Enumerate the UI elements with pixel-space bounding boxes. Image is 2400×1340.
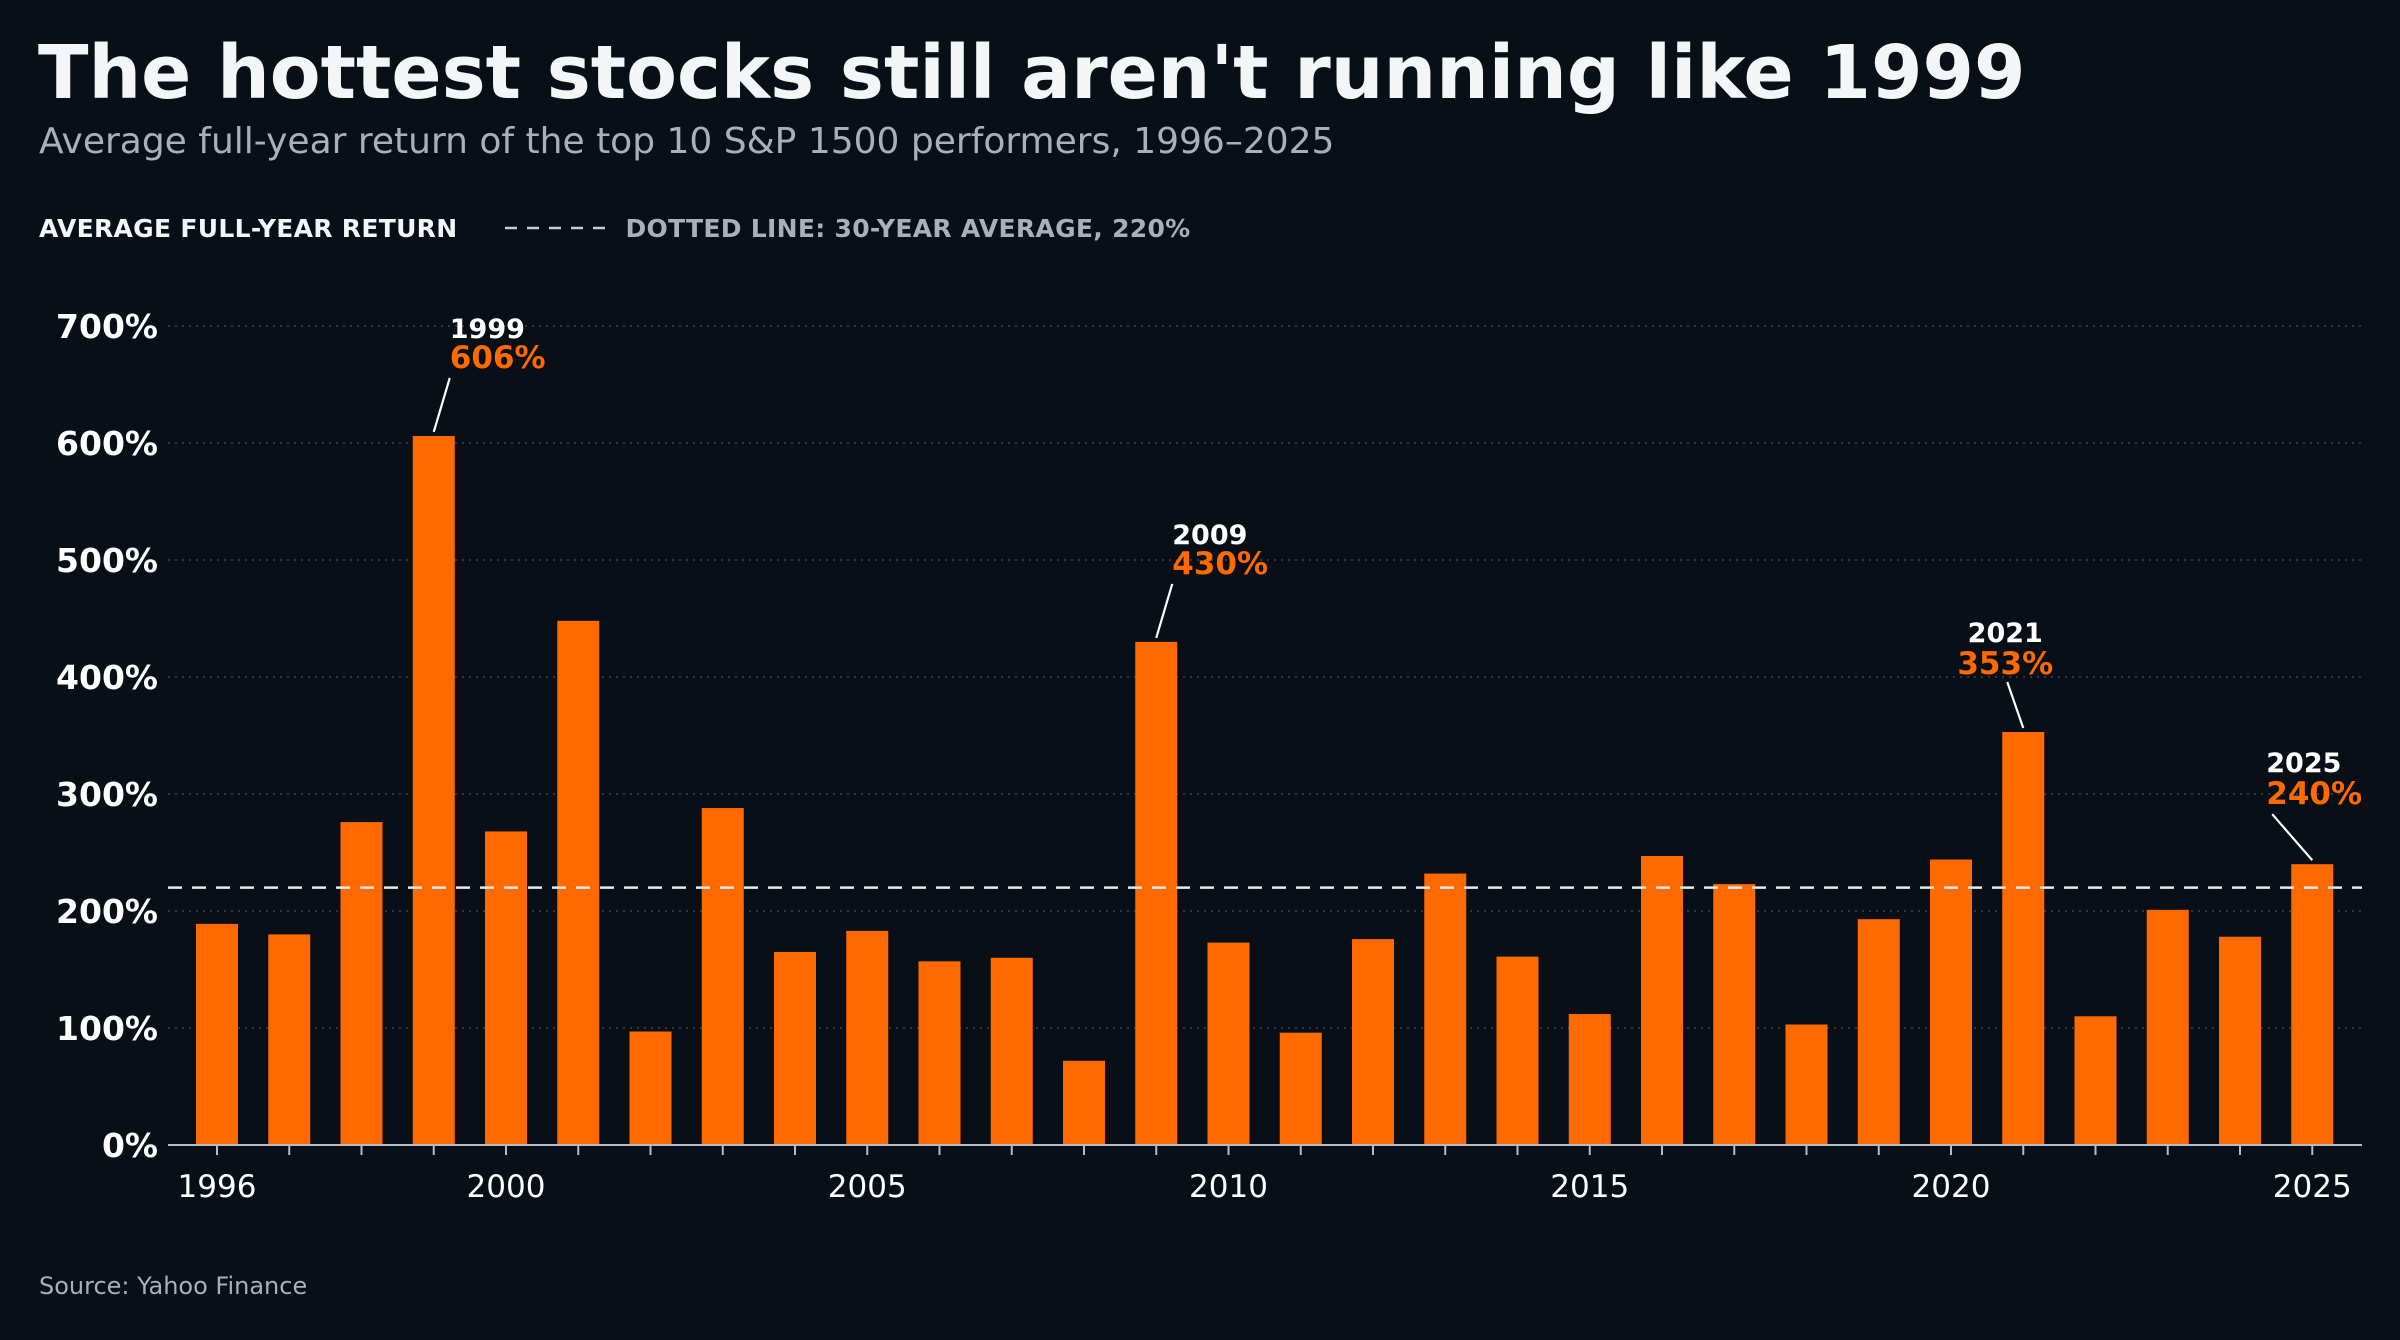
bar-2009	[1135, 641, 1178, 1145]
annotation-year-2025: 2025	[2266, 748, 2341, 779]
y-tick-label: 100%	[56, 1009, 158, 1048]
chart-title: The hottest stocks still aren't running …	[38, 30, 2026, 116]
legend-series-label: AVERAGE FULL-YEAR RETURN	[39, 213, 458, 243]
annotation-value-2025: 240%	[2266, 776, 2362, 812]
legend-reference-label: DOTTED LINE: 30-YEAR AVERAGE, 220%	[625, 213, 1191, 243]
bar-1998	[340, 822, 383, 1145]
x-tick-label: 1996	[178, 1169, 257, 1205]
y-tick-label: 300%	[56, 775, 158, 814]
bar-2010	[1207, 942, 1250, 1145]
annotation-leader-1999	[432, 377, 451, 433]
bar-1997	[268, 934, 311, 1145]
annotation-value-2009: 430%	[1172, 546, 1268, 582]
source-note: Source: Yahoo Finance	[39, 1272, 308, 1300]
bar-1999	[412, 435, 455, 1146]
annotation-year-2021: 2021	[1968, 618, 2043, 649]
bar-2002	[629, 1031, 672, 1145]
x-tick-label: 2020	[1912, 1169, 1991, 1205]
bar-2019	[1857, 919, 1900, 1145]
x-tick-label: 2000	[467, 1169, 546, 1205]
bar-2007	[990, 957, 1033, 1145]
bar-2014	[1496, 956, 1539, 1145]
x-tick-label: 2010	[1189, 1169, 1268, 1205]
annotation-leader-2009	[1155, 583, 1174, 639]
bar-2006	[918, 961, 961, 1145]
bar-2016	[1641, 856, 1683, 1145]
annotation-value-1999: 606%	[450, 340, 546, 376]
bar-2017	[1713, 884, 1756, 1145]
bar-2018	[1785, 1024, 1828, 1145]
bar-2000	[485, 831, 527, 1145]
y-tick-label: 500%	[56, 541, 158, 580]
y-tick-label: 200%	[56, 892, 158, 931]
bar-2015	[1568, 1013, 1611, 1145]
bar-2004	[774, 951, 816, 1145]
x-tick-label: 2005	[828, 1169, 907, 1205]
bar-2005	[846, 930, 889, 1145]
bar-2001	[557, 620, 600, 1145]
annotation-year-1999: 1999	[450, 314, 525, 345]
bar-2008	[1063, 1060, 1105, 1145]
legend-dash-swatch	[505, 226, 606, 230]
bar-2011	[1279, 1032, 1322, 1145]
bar-1996	[196, 923, 238, 1145]
y-tick-label: 0%	[102, 1126, 158, 1165]
chart-legend: AVERAGE FULL-YEAR RETURN DOTTED LINE: 30…	[39, 210, 1191, 246]
x-tick-label: 2025	[2273, 1169, 2352, 1205]
annotation-year-2009: 2009	[1172, 520, 1247, 551]
x-tick-label: 2015	[1550, 1169, 1629, 1205]
annotation-value-2021: 353%	[1957, 646, 2053, 682]
bar-2022	[2074, 1016, 2117, 1145]
bar-2003	[701, 808, 744, 1145]
bar-2012	[1352, 939, 1394, 1145]
y-tick-label: 400%	[56, 658, 158, 697]
annotation-leader-2025	[2271, 813, 2314, 861]
bar-2023	[2146, 909, 2189, 1145]
bar-2024	[2219, 936, 2261, 1145]
bar-2013	[1424, 873, 1467, 1145]
bar-2025	[2291, 864, 2334, 1145]
annotation-leader-2021	[2006, 681, 2025, 729]
y-tick-label: 600%	[56, 424, 158, 463]
y-tick-label: 700%	[56, 307, 158, 346]
bar-2021	[2002, 731, 2045, 1145]
bar-2020	[1930, 859, 1972, 1145]
chart-subtitle: Average full-year return of the top 10 S…	[39, 121, 1335, 162]
